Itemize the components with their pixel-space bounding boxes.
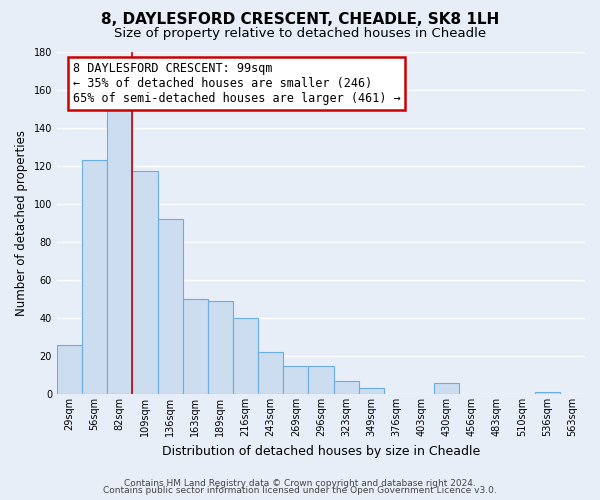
Bar bbox=[133, 172, 158, 394]
Bar bbox=[434, 382, 459, 394]
Bar bbox=[233, 318, 258, 394]
Bar bbox=[107, 108, 133, 394]
Bar bbox=[258, 352, 283, 394]
Text: Contains HM Land Registry data © Crown copyright and database right 2024.: Contains HM Land Registry data © Crown c… bbox=[124, 478, 476, 488]
Bar bbox=[57, 344, 82, 394]
Bar bbox=[334, 381, 359, 394]
Bar bbox=[308, 366, 334, 394]
X-axis label: Distribution of detached houses by size in Cheadle: Distribution of detached houses by size … bbox=[162, 444, 480, 458]
Bar bbox=[208, 301, 233, 394]
Text: 8 DAYLESFORD CRESCENT: 99sqm
← 35% of detached houses are smaller (246)
65% of s: 8 DAYLESFORD CRESCENT: 99sqm ← 35% of de… bbox=[73, 62, 401, 105]
Text: 8, DAYLESFORD CRESCENT, CHEADLE, SK8 1LH: 8, DAYLESFORD CRESCENT, CHEADLE, SK8 1LH bbox=[101, 12, 499, 28]
Bar bbox=[182, 299, 208, 394]
Bar bbox=[535, 392, 560, 394]
Bar bbox=[283, 366, 308, 394]
Text: Contains public sector information licensed under the Open Government Licence v3: Contains public sector information licen… bbox=[103, 486, 497, 495]
Bar bbox=[82, 160, 107, 394]
Bar bbox=[158, 219, 182, 394]
Bar bbox=[359, 388, 384, 394]
Text: Size of property relative to detached houses in Cheadle: Size of property relative to detached ho… bbox=[114, 28, 486, 40]
Y-axis label: Number of detached properties: Number of detached properties bbox=[15, 130, 28, 316]
